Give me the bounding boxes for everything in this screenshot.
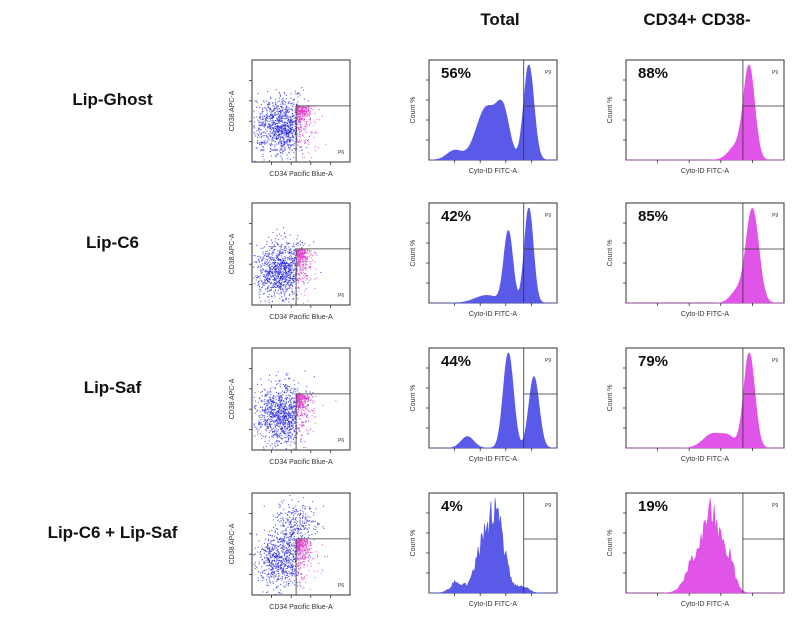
subset-y-axis-label: Count % [607, 240, 614, 267]
scatter-x-axis-label: CD34 Pacific Blue-A [269, 604, 333, 611]
row-label: Lip-Saf [0, 378, 225, 398]
total-x-axis-label: Cyto-ID FITC-A [469, 456, 518, 463]
scatter-gate-label: P6 [338, 293, 344, 299]
scatter-y-axis-label: CD38 APC-A [229, 378, 236, 419]
total-x-axis-label: Cyto-ID FITC-A [469, 311, 518, 318]
subset-percentage: 19% [638, 498, 668, 515]
subset-percentage: 79% [638, 353, 668, 370]
subset-y-axis-label: Count % [607, 385, 614, 412]
subset-histogram: P9 88% Cyto-ID FITC-A Count % [600, 52, 792, 192]
subset-gate-label: P9 [772, 70, 778, 76]
subset-percentage: 88% [638, 65, 668, 82]
subset-x-axis-label: Cyto-ID FITC-A [681, 311, 730, 318]
scatter-gate-label: P6 [338, 150, 344, 156]
scatter-x-axis-label: CD34 Pacific Blue-A [269, 314, 333, 321]
subset-gate-label: P9 [772, 213, 778, 219]
total-percentage: 44% [441, 353, 471, 370]
total-percentage: 4% [441, 498, 463, 515]
total-y-axis-label: Count % [410, 97, 417, 124]
subset-gate-label: P9 [772, 503, 778, 509]
total-histogram: P9 56% Cyto-ID FITC-A Count % [385, 52, 570, 192]
row-label: Lip-C6 [0, 233, 225, 253]
subset-x-axis-label: Cyto-ID FITC-A [681, 456, 730, 463]
total-histogram: P9 4% Cyto-ID FITC-A Count % [385, 485, 570, 625]
scatter-y-axis-label: CD38 APC-A [229, 233, 236, 274]
scatter-gate-label: P6 [338, 438, 344, 444]
total-percentage: 42% [441, 208, 471, 225]
scatter-x-axis-label: CD34 Pacific Blue-A [269, 171, 333, 178]
column-header-subset: CD34+ CD38- [612, 10, 782, 30]
row-label: Lip-C6 + Lip-Saf [0, 523, 225, 543]
row-label: Lip-Ghost [0, 90, 225, 110]
subset-histogram: P9 19% Cyto-ID FITC-A Count % [600, 485, 792, 625]
total-percentage: 56% [441, 65, 471, 82]
total-y-axis-label: Count % [410, 385, 417, 412]
scatter-y-axis-label: CD38 APC-A [229, 523, 236, 564]
subset-histogram: P9 85% Cyto-ID FITC-A Count % [600, 195, 792, 335]
scatter-y-axis-label: CD38 APC-A [229, 90, 236, 131]
scatter-gate-label: P6 [338, 583, 344, 589]
scatter-plot: P6 CD34 Pacific Blue-A CD38 APC-A [222, 485, 354, 625]
column-header-total: Total [440, 10, 560, 30]
subset-y-axis-label: Count % [607, 97, 614, 124]
total-histogram: P9 42% Cyto-ID FITC-A Count % [385, 195, 570, 335]
subset-x-axis-label: Cyto-ID FITC-A [681, 168, 730, 175]
subset-histogram: P9 79% Cyto-ID FITC-A Count % [600, 340, 792, 480]
total-gate-label: P9 [545, 213, 551, 219]
scatter-x-axis-label: CD34 Pacific Blue-A [269, 459, 333, 466]
total-y-axis-label: Count % [410, 530, 417, 557]
total-gate-label: P9 [545, 358, 551, 364]
subset-gate-label: P9 [772, 358, 778, 364]
scatter-plot: P6 CD34 Pacific Blue-A CD38 APC-A [222, 340, 354, 480]
total-gate-label: P9 [545, 70, 551, 76]
scatter-plot: P6 CD34 Pacific Blue-A CD38 APC-A [222, 195, 354, 335]
subset-percentage: 85% [638, 208, 668, 225]
scatter-plot: P6 CD34 Pacific Blue-A CD38 APC-A [222, 52, 354, 192]
total-gate-label: P9 [545, 503, 551, 509]
total-x-axis-label: Cyto-ID FITC-A [469, 168, 518, 175]
subset-y-axis-label: Count % [607, 530, 614, 557]
total-y-axis-label: Count % [410, 240, 417, 267]
total-x-axis-label: Cyto-ID FITC-A [469, 601, 518, 608]
subset-x-axis-label: Cyto-ID FITC-A [681, 601, 730, 608]
total-histogram: P9 44% Cyto-ID FITC-A Count % [385, 340, 570, 480]
